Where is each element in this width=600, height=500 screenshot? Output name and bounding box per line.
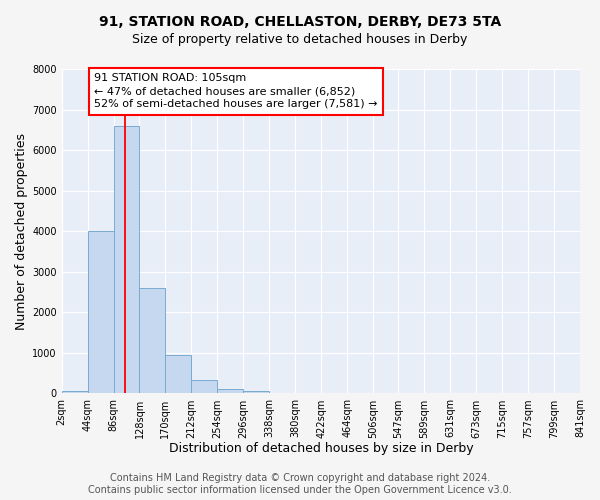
Text: 91, STATION ROAD, CHELLASTON, DERBY, DE73 5TA: 91, STATION ROAD, CHELLASTON, DERBY, DE7… (99, 15, 501, 29)
Bar (217, 388, 243, 394)
Bar (88, 231, 113, 394)
Bar (113, 126, 139, 394)
Text: Size of property relative to detached houses in Derby: Size of property relative to detached ho… (133, 32, 467, 46)
X-axis label: Distribution of detached houses by size in Derby: Distribution of detached houses by size … (169, 442, 473, 455)
Bar (166, 355, 191, 394)
Bar (62, 392, 88, 394)
Bar (243, 391, 269, 394)
Y-axis label: Number of detached properties: Number of detached properties (15, 132, 28, 330)
Bar (139, 288, 166, 394)
Text: 91 STATION ROAD: 105sqm
← 47% of detached houses are smaller (6,852)
52% of semi: 91 STATION ROAD: 105sqm ← 47% of detache… (94, 73, 378, 110)
Text: Contains HM Land Registry data © Crown copyright and database right 2024.
Contai: Contains HM Land Registry data © Crown c… (88, 474, 512, 495)
Bar (191, 380, 217, 394)
